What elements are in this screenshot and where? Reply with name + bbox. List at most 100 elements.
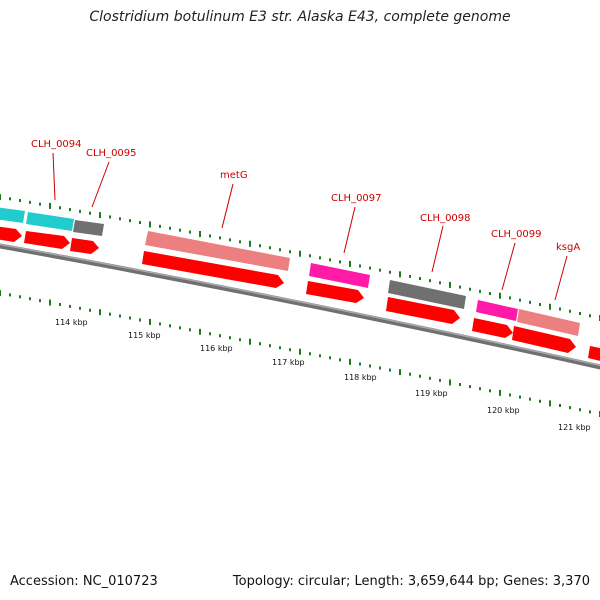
minor-tick-mark	[509, 393, 511, 397]
major-tick-mark	[349, 358, 351, 365]
minor-tick-mark	[229, 238, 231, 242]
minor-tick-mark	[209, 332, 211, 336]
minor-tick-mark	[359, 362, 361, 366]
minor-tick-mark	[19, 199, 21, 203]
minor-tick-mark	[119, 314, 121, 318]
gene-feature-metg[interactable]	[145, 231, 290, 271]
gene-feature-clh-0097[interactable]	[309, 263, 370, 288]
minor-tick-mark	[59, 206, 61, 210]
gene-feature-clh-0095[interactable]	[73, 220, 104, 236]
cds-arrow[interactable]	[142, 251, 284, 288]
major-tick-mark	[249, 240, 251, 247]
minor-tick-mark	[589, 314, 591, 318]
gene-feature-clh-0099[interactable]	[476, 300, 518, 321]
minor-tick-mark	[259, 244, 261, 248]
gene-label-ksga[interactable]: ksgA	[556, 242, 580, 253]
major-tick-mark	[499, 389, 501, 396]
minor-tick-mark	[159, 224, 161, 228]
minor-tick-mark	[389, 368, 391, 372]
scale-labels: 114 kbp 115 kbp 116 kbp 117 kbp 118 kbp …	[55, 318, 591, 432]
cds-arrow[interactable]	[512, 326, 576, 353]
minor-tick-mark	[109, 312, 111, 316]
major-tick-mark	[49, 299, 51, 306]
cds-arrow[interactable]	[306, 281, 364, 303]
gene-feature-clh-0098[interactable]	[388, 280, 466, 309]
minor-tick-mark	[79, 306, 81, 310]
minor-tick-mark	[19, 295, 21, 299]
minor-tick-mark	[589, 410, 591, 414]
gene-label-clh-0095[interactable]: CLH_0095	[86, 148, 137, 159]
minor-tick-mark	[439, 378, 441, 382]
minor-tick-mark	[409, 372, 411, 376]
major-tick-mark	[299, 250, 301, 257]
gene-label-clh-0094[interactable]: CLH_0094	[31, 139, 82, 150]
major-tick-mark	[149, 221, 151, 228]
minor-tick-mark	[439, 281, 441, 285]
minor-tick-mark	[329, 258, 331, 262]
gene-feature-cyan[interactable]	[0, 207, 25, 223]
inner-tick-ring	[0, 290, 600, 417]
minor-tick-mark	[9, 197, 11, 201]
cds-arrow[interactable]	[472, 318, 513, 338]
label-leaders	[52, 152, 568, 301]
minor-tick-mark	[139, 221, 141, 225]
map-title: Clostridium botulinum E3 str. Alaska E43…	[89, 9, 511, 25]
cds-arrow[interactable]	[386, 297, 460, 324]
minor-tick-mark	[559, 307, 561, 311]
minor-tick-mark	[529, 397, 531, 401]
cds-arrow[interactable]	[70, 238, 99, 254]
minor-tick-mark	[179, 228, 181, 232]
minor-tick-mark	[179, 326, 181, 330]
minor-tick-mark	[129, 316, 131, 320]
major-tick-mark	[149, 318, 151, 325]
gene-label-metg[interactable]: metG	[220, 170, 248, 181]
gene-feature-ksga[interactable]	[517, 309, 580, 336]
minor-tick-mark	[169, 226, 171, 230]
minor-tick-mark	[189, 328, 191, 332]
minor-tick-mark	[39, 299, 41, 303]
minor-tick-mark	[9, 293, 11, 297]
major-tick-mark	[499, 292, 501, 299]
minor-tick-mark	[269, 344, 271, 348]
gene-label-clh-0098[interactable]: CLH_0098	[420, 213, 471, 224]
feature-track-cds	[0, 226, 600, 362]
scale-label-115: 115 kbp	[128, 331, 161, 340]
cds-arrow[interactable]	[588, 346, 600, 362]
major-tick-mark	[199, 231, 201, 237]
minor-tick-mark	[69, 304, 71, 308]
minor-tick-mark	[269, 246, 271, 250]
genome-backbone-highlight	[0, 243, 600, 367]
major-tick-mark	[399, 271, 401, 278]
minor-tick-mark	[429, 279, 431, 283]
gene-labels: CLH_0094 CLH_0095 metG CLH_0097 CLH_0098…	[31, 139, 580, 253]
minor-tick-mark	[209, 234, 211, 238]
minor-tick-mark	[479, 387, 481, 391]
cds-arrow[interactable]	[24, 231, 70, 249]
gene-label-clh-0097[interactable]: CLH_0097	[331, 193, 382, 204]
cds-arrow[interactable]	[0, 226, 22, 242]
major-tick-mark	[299, 348, 301, 355]
major-tick-mark	[449, 379, 451, 386]
minor-tick-mark	[519, 298, 521, 302]
minor-tick-mark	[219, 236, 221, 240]
leader-line	[501, 242, 516, 291]
minor-tick-mark	[89, 211, 91, 215]
minor-tick-mark	[329, 356, 331, 360]
minor-tick-mark	[369, 266, 371, 270]
scale-label-114: 114 kbp	[55, 318, 88, 327]
scale-label-119: 119 kbp	[415, 389, 448, 398]
minor-tick-mark	[169, 324, 171, 328]
minor-tick-mark	[369, 364, 371, 368]
minor-tick-mark	[559, 403, 561, 407]
gene-label-clh-0099[interactable]: CLH_0099	[491, 229, 542, 240]
minor-tick-mark	[359, 264, 361, 268]
minor-tick-mark	[469, 287, 471, 291]
minor-tick-mark	[289, 250, 291, 254]
scale-label-120: 120 kbp	[487, 406, 520, 415]
scale-label-118: 118 kbp	[344, 373, 377, 382]
gene-feature-clh-0094[interactable]	[26, 212, 74, 231]
minor-tick-mark	[79, 209, 81, 213]
scale-label-121: 121 kbp	[558, 423, 591, 432]
scale-label-116: 116 kbp	[200, 344, 233, 353]
minor-tick-mark	[519, 395, 521, 399]
